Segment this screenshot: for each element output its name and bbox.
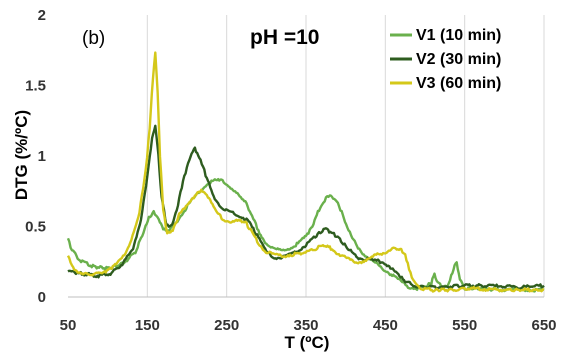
x-tick-label-150: 150 xyxy=(135,317,160,334)
series-line-2 xyxy=(67,124,545,290)
panel-label: (b) xyxy=(82,28,105,49)
chart-title: pH =10 xyxy=(250,26,319,49)
x-tick-label-450: 450 xyxy=(373,317,398,334)
legend-label-2: V2 (30 min) xyxy=(416,51,501,68)
series-lines xyxy=(66,51,545,293)
y-axis-title: DTG (%/ºC) xyxy=(12,110,31,200)
x-axis-title: T (ºC) xyxy=(285,333,330,352)
x-tick-label-550: 550 xyxy=(452,317,477,334)
y-tick-label-0-5: 0.5 xyxy=(25,219,46,236)
y-tick-labels: 0 0.5 1 1.5 2 xyxy=(25,7,46,306)
y-tick-label-1: 1 xyxy=(38,148,46,165)
series-line-3 xyxy=(66,51,545,293)
legend-label-1: V1 (10 min) xyxy=(416,27,501,44)
y-tick-label-2: 2 xyxy=(38,7,46,24)
x-tick-label-50: 50 xyxy=(60,317,77,334)
legend: V1 (10 min) V2 (30 min) V3 (60 min) xyxy=(390,27,501,92)
y-tick-label-1-5: 1.5 xyxy=(25,78,46,95)
y-tick-label-0: 0 xyxy=(38,289,46,306)
x-tick-label-350: 350 xyxy=(293,317,318,334)
x-tick-labels: 50 150 250 350 450 550 650 xyxy=(60,317,557,334)
gridlines xyxy=(146,15,545,297)
legend-label-3: V3 (60 min) xyxy=(416,75,501,92)
x-tick-label-650: 650 xyxy=(531,317,556,334)
x-tick-label-250: 250 xyxy=(214,317,239,334)
